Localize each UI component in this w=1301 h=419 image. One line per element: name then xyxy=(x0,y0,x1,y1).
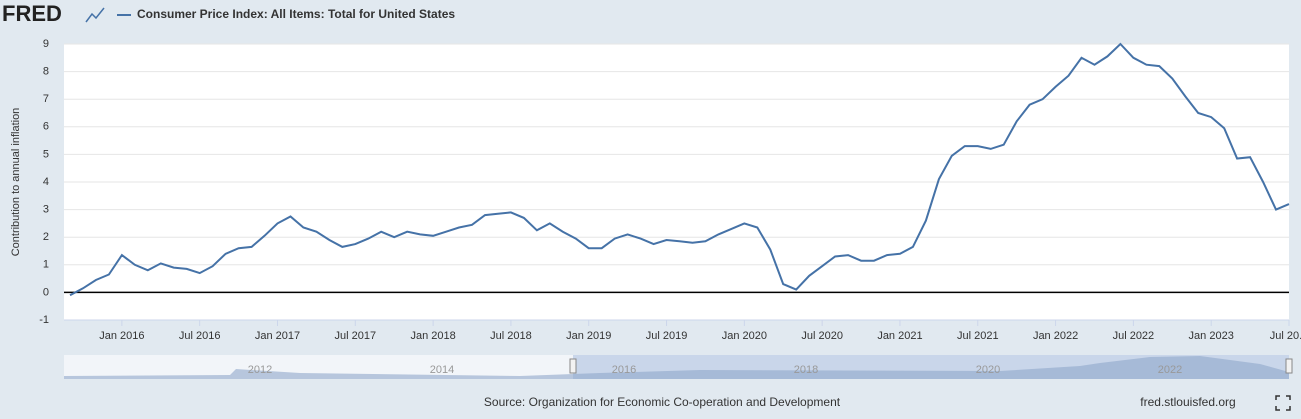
x-tick-label: Jul 2020 xyxy=(801,330,843,342)
navigator-label: 2016 xyxy=(612,364,636,376)
navigator-label: 2014 xyxy=(430,364,454,376)
navigator-handle[interactable] xyxy=(1285,358,1293,374)
x-tick-label: Jan 2021 xyxy=(877,330,922,342)
x-tick-label: Jul 2017 xyxy=(335,330,377,342)
y-tick-label: 0 xyxy=(43,286,49,298)
navigator-label: 2020 xyxy=(976,364,1000,376)
y-axis-label: Contribution to annual inflation xyxy=(10,108,22,257)
y-tick-label: 9 xyxy=(43,38,49,50)
y-tick-label: 3 xyxy=(43,204,49,216)
x-tick-label: Jan 2020 xyxy=(722,330,767,342)
y-tick-label: 1 xyxy=(43,259,49,271)
credit: fred.stlouisfed.org xyxy=(1140,395,1235,409)
x-tick-label: Jan 2023 xyxy=(1189,330,1234,342)
source: Source: Organization for Economic Co-ope… xyxy=(484,395,841,409)
navigator-area xyxy=(64,356,1289,379)
y-tick-label: -1 xyxy=(39,314,49,326)
legend-label: Consumer Price Index: All Items: Total f… xyxy=(137,7,455,21)
x-tick-label: Jul 20... xyxy=(1270,330,1301,342)
x-tick-label: Jul 2018 xyxy=(490,330,532,342)
y-tick-label: 5 xyxy=(43,148,49,160)
navigator-label: 2018 xyxy=(794,364,818,376)
x-tick-label: Jan 2018 xyxy=(410,330,455,342)
series-line xyxy=(69,42,1290,297)
x-tick-label: Jan 2019 xyxy=(566,330,611,342)
x-tick-label: Jan 2016 xyxy=(99,330,144,342)
y-tick-label: 2 xyxy=(43,231,49,243)
x-tick-label: Jul 2021 xyxy=(957,330,999,342)
fullscreen-icon[interactable] xyxy=(1275,395,1291,411)
x-tick-label: Jan 2022 xyxy=(1033,330,1078,342)
logo: FRED xyxy=(2,1,62,26)
navigator-label: 2012 xyxy=(248,364,272,376)
navigator-handle[interactable] xyxy=(569,358,577,374)
y-tick-label: 7 xyxy=(43,93,49,105)
x-tick-label: Jul 2019 xyxy=(646,330,688,342)
y-tick-label: 6 xyxy=(43,121,49,133)
x-tick-label: Jan 2017 xyxy=(255,330,300,342)
x-tick-label: Jul 2016 xyxy=(179,330,221,342)
navigator-label: 2022 xyxy=(1158,364,1182,376)
logo-icon xyxy=(85,7,105,23)
x-tick-label: Jul 2022 xyxy=(1113,330,1155,342)
y-tick-label: 8 xyxy=(43,66,49,78)
y-tick-label: 4 xyxy=(43,176,49,188)
